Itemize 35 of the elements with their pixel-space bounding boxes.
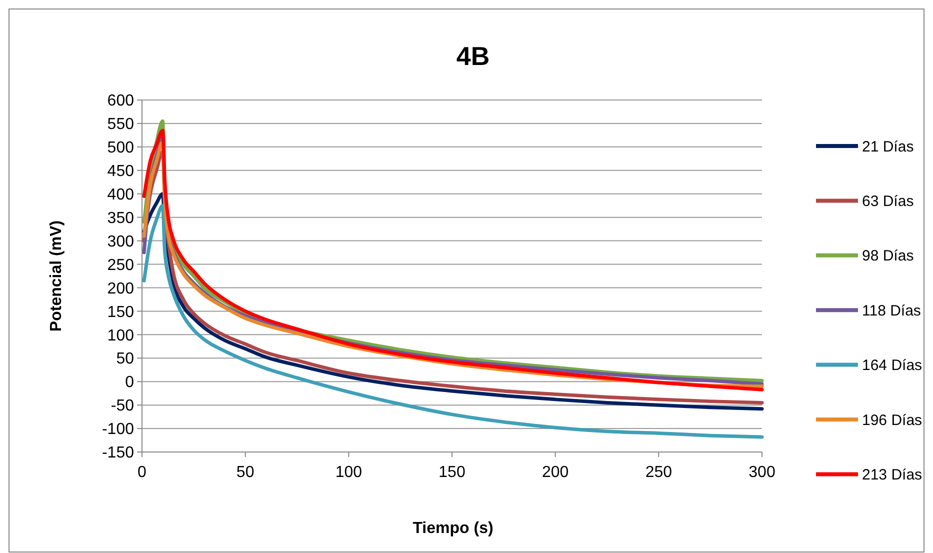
legend-label: 21 Días bbox=[862, 138, 914, 156]
y-tick-label: 400 bbox=[107, 186, 134, 204]
y-tick-label: 500 bbox=[107, 140, 134, 157]
y-tick-label: 100 bbox=[107, 327, 134, 344]
x-tick-label: 200 bbox=[542, 464, 569, 481]
legend-label: 164 Días bbox=[862, 357, 922, 374]
y-tick-label: -150 bbox=[102, 444, 134, 462]
line-series bbox=[142, 204, 764, 439]
y-tick-label: 350 bbox=[107, 210, 134, 227]
y-tick-label: 50 bbox=[116, 350, 134, 368]
legend-label: 98 Días bbox=[862, 248, 914, 265]
y-tick-label: -50 bbox=[110, 398, 134, 415]
y-tick-label: 200 bbox=[107, 280, 134, 298]
line-series bbox=[142, 192, 764, 411]
y-axis-title: Potencial (mV) bbox=[48, 220, 65, 332]
legend-label: 196 Días bbox=[862, 412, 922, 429]
y-tick-label: -100 bbox=[102, 421, 134, 438]
chart-title: 4B bbox=[456, 41, 490, 71]
legend-label: 118 Días bbox=[862, 302, 921, 320]
x-tick-label: 100 bbox=[335, 464, 362, 481]
x-tick-label: 50 bbox=[236, 464, 254, 481]
y-tick-label: 450 bbox=[107, 163, 134, 180]
y-tick-label: 0 bbox=[125, 374, 134, 392]
legend-label: 63 Días bbox=[862, 192, 914, 210]
legend-label: 213 Días bbox=[862, 466, 922, 484]
x-tick-label: 0 bbox=[138, 464, 147, 481]
x-tick-label: 250 bbox=[645, 464, 672, 481]
x-tick-label: 300 bbox=[748, 464, 776, 481]
y-tick-label: 550 bbox=[107, 116, 134, 134]
x-axis-title: Tiempo (s) bbox=[412, 520, 494, 537]
x-tick-label: 150 bbox=[438, 464, 466, 481]
y-tick-label: 250 bbox=[107, 256, 134, 274]
y-tick-label: 300 bbox=[107, 233, 134, 250]
y-tick-label: 150 bbox=[107, 304, 134, 321]
y-tick-label: 600 bbox=[107, 92, 134, 110]
